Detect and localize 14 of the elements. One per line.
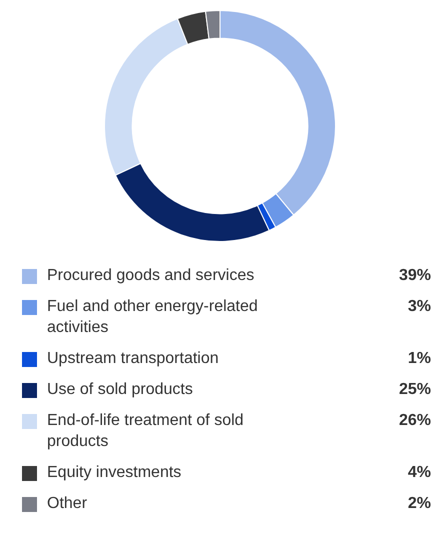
legend-label: Fuel and other energy-related activities xyxy=(47,297,259,338)
data-label: 2% xyxy=(406,494,431,514)
legend-label: Other xyxy=(47,494,88,514)
legend-label: Procured goods and services xyxy=(47,266,256,286)
data-label: 1% xyxy=(406,349,431,369)
data-label: 39% xyxy=(398,266,431,286)
data-label: 3% xyxy=(406,297,431,317)
legend-label: Upstream transportation xyxy=(47,349,220,369)
data-label: 26% xyxy=(398,411,431,431)
legend-label: End-of-life treatment of sold products xyxy=(47,411,245,452)
data-label: 25% xyxy=(398,380,431,400)
data-label: 4% xyxy=(406,463,431,483)
legend-label: Use of sold products xyxy=(47,380,194,400)
legend-label: Equity investments xyxy=(47,463,182,483)
